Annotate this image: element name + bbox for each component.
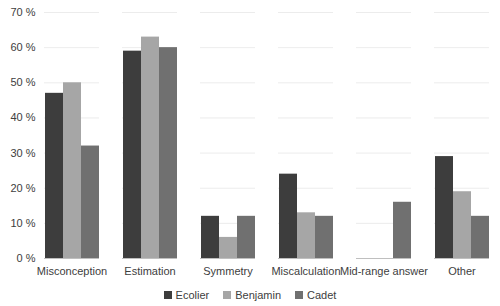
html-text:Ecolier: Ecolier	[175, 289, 210, 301]
svg-text:Misconception: Misconception	[37, 265, 107, 277]
svg-text:Estimation: Estimation	[124, 265, 175, 277]
svg-text:Other: Other	[448, 265, 476, 277]
svg-text:40 %: 40 %	[10, 111, 35, 123]
svg-text:50 %: 50 %	[10, 76, 35, 88]
html-text:Benjamin: Benjamin	[235, 289, 282, 301]
svg-text:Symmetry: Symmetry	[203, 265, 253, 277]
svg-text:Mid-range answer: Mid-range answer	[340, 265, 428, 277]
svg-text:70 %: 70 %	[10, 6, 35, 18]
svg-text:Miscalculation: Miscalculation	[271, 265, 340, 277]
svg-text:20 %: 20 %	[10, 182, 35, 194]
svg-text:0 %: 0 %	[17, 252, 36, 264]
svg-text:60 %: 60 %	[10, 41, 35, 53]
html-text:Cadet: Cadet	[307, 289, 337, 301]
svg-text:10 %: 10 %	[10, 217, 35, 229]
svg-text:30 %: 30 %	[10, 147, 35, 159]
